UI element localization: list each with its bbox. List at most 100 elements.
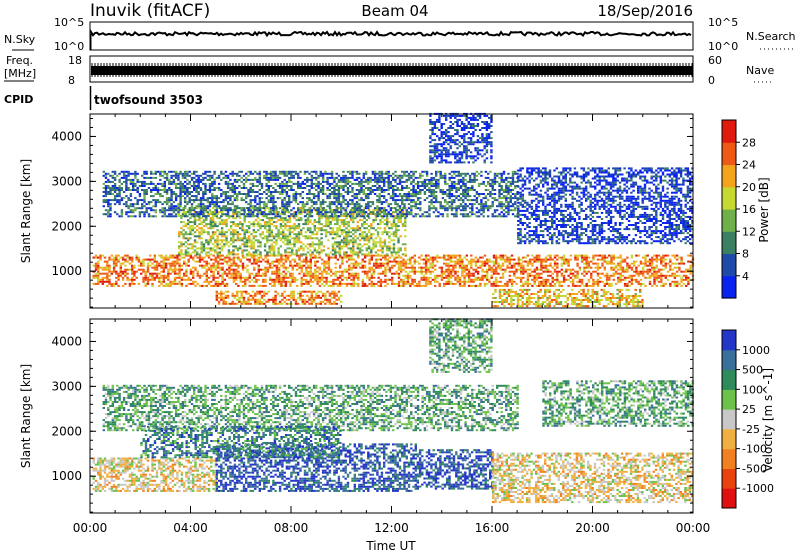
echo-cell [188,207,191,210]
echo-cell [250,247,253,250]
echo-cell [306,221,310,224]
echo-cell [293,229,296,232]
echo-cell [99,256,102,259]
echo-cell [272,241,276,244]
echo-cell [113,199,117,202]
echo-cell [187,251,190,254]
echo-cell [186,215,189,218]
echo-cell [424,260,428,263]
echo-cell [531,254,534,257]
echo-cell [479,266,482,269]
echo-cell [418,282,421,285]
echo-cell [490,268,493,271]
echo-cell [427,280,430,283]
echo-cell [635,260,638,263]
echo-cell [124,270,127,273]
echo-cell [614,266,618,269]
echo-cell [209,213,212,215]
echo-cell [657,258,661,261]
echo-cell [531,258,534,261]
echo-cell [318,245,321,248]
echo-cell [176,256,179,259]
echo-cell [587,262,591,265]
echo-cell [279,239,283,242]
echo-cell [315,189,318,191]
echo-cell [578,254,582,257]
echo-cell [228,258,231,261]
echo-cell [315,243,319,246]
echo-cell [274,172,277,175]
echo-cell [365,249,368,252]
echo-cell [111,185,114,187]
echo-cell [213,182,216,185]
echo-cell [327,219,330,222]
echo-cell [590,284,593,287]
echo-cell [94,254,98,257]
echo-cell [528,262,532,265]
echo-cell [196,282,199,285]
echo-cell [282,229,285,232]
echo-cell [224,174,228,177]
echo-cell [285,207,289,210]
echo-cell [642,272,645,275]
echo-cell [308,172,311,175]
echo-cell [324,235,328,238]
echo-cell [324,180,327,183]
echo-cell [508,260,511,263]
echo-cell [560,272,563,275]
echo-cell [614,272,618,275]
echo-cell [273,280,276,283]
echo-cell [307,266,310,269]
echo-cell [134,182,137,185]
echo-cell [263,211,266,214]
echo-cell [673,256,677,259]
echo-cell [190,207,194,210]
echo-cell [182,229,185,232]
echo-cell [434,276,437,279]
echo-cell [333,203,336,206]
echo-cell [605,256,609,259]
echo-cell [312,170,316,173]
echo-cell [106,280,109,283]
echo-cell [297,180,300,183]
echo-cell [150,215,153,218]
echo-cell [538,282,541,285]
echo-cell [395,215,398,217]
echo-cell [343,223,346,226]
echo-cell [519,268,523,271]
echo-cell [571,268,575,271]
echo-cell [249,182,252,185]
echo-cell [285,209,289,212]
echo-cell [368,276,371,279]
echo-cell [154,193,157,195]
echo-cell [279,223,283,226]
echo-cell [461,264,464,267]
echo-cell [544,266,548,269]
echo-cell [226,176,230,179]
echo-cell [429,272,432,275]
echo-cell [94,274,98,277]
echo-cell [359,266,362,269]
echo-cell [240,213,243,216]
echo-cell [263,235,267,238]
echo-cell [619,266,622,269]
echo-cell [320,258,324,261]
echo-cell [183,262,186,265]
echo-cell [354,235,357,238]
echo-cell [310,170,313,173]
echo-cell [329,268,333,271]
echo-cell [232,272,236,275]
echo-cell [605,280,609,283]
echo-cell [253,276,256,279]
echo-cell [118,172,121,175]
echo-cell [254,223,258,226]
echo-cell [653,270,656,273]
echo-cell [232,264,236,267]
echo-cell [180,278,184,281]
echo-cell [268,278,272,281]
echo-cell [313,243,316,246]
echo-cell [177,233,181,236]
echo-cell [191,221,194,224]
echo-cell [454,266,457,269]
echo-cell [682,274,686,277]
